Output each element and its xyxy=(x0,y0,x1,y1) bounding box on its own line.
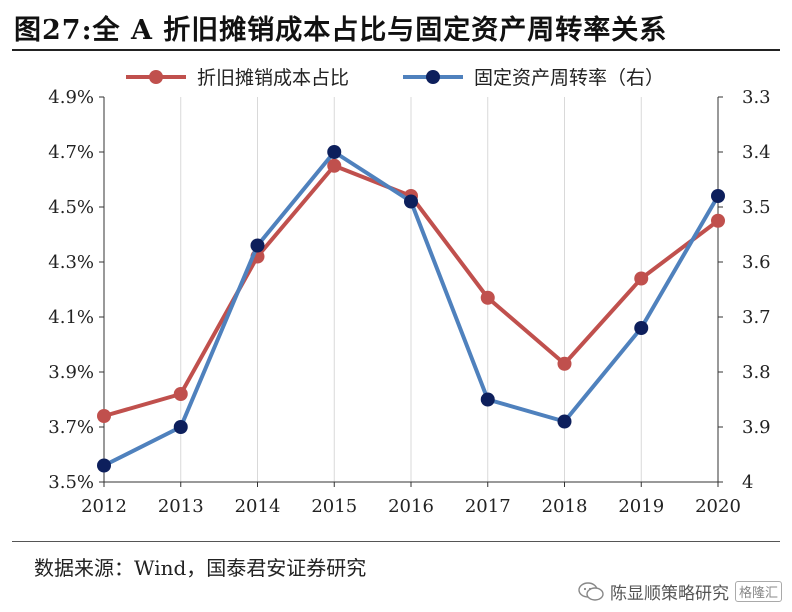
series-2-point xyxy=(250,238,265,253)
left-tick-label: 4.5% xyxy=(48,197,94,218)
series-layer xyxy=(97,145,725,473)
left-tick-label: 4.7% xyxy=(48,142,94,163)
right-tick-label: 3.7 xyxy=(742,307,771,328)
right-tick-label: 3.8 xyxy=(742,362,771,383)
x-tick-label: 2017 xyxy=(465,496,511,517)
series-1-point xyxy=(634,271,649,286)
series-1-point xyxy=(480,290,495,305)
series-2-point xyxy=(97,458,111,473)
x-tick-label: 2016 xyxy=(388,496,434,517)
right-tick-label: 3.6 xyxy=(742,252,771,273)
watermark-logo: 格隆汇 xyxy=(734,581,782,602)
watermark: 陈显顺策略研究 格隆汇 xyxy=(578,579,782,604)
left-tick-label: 4.1% xyxy=(48,307,94,328)
x-tick-label: 2018 xyxy=(542,496,588,517)
source-divider xyxy=(12,541,780,542)
right-tick-label: 3.3 xyxy=(742,87,771,108)
x-tick-label: 2013 xyxy=(158,496,204,517)
series-2-point xyxy=(634,321,649,335)
title-underline xyxy=(12,49,780,51)
legend-label-2: 固定资产周转率（右） xyxy=(474,67,664,89)
series-2-point xyxy=(327,145,342,159)
right-axis-ticks: 3.3 3.4 3.5 3.6 3.7 3.8 3.9 4 xyxy=(718,87,771,493)
series-1-point xyxy=(711,213,725,228)
legend: 折旧摊销成本占比 固定资产周转率（右） xyxy=(126,67,664,89)
series-2-point xyxy=(480,392,495,407)
right-tick-label: 4 xyxy=(742,472,753,493)
right-tick-label: 3.4 xyxy=(742,142,771,163)
left-tick-label: 4.3% xyxy=(48,252,94,273)
figure-title: 图27:全 A 折旧摊销成本占比与固定资产周转率关系 xyxy=(14,15,668,46)
left-tick-label: 3.5% xyxy=(48,472,94,493)
series-1-point xyxy=(557,356,572,371)
series-1-point xyxy=(173,387,188,401)
left-axis-ticks: 3.5% 3.7% 3.9% 4.1% 4.3% 4.5% 4.7% 4.9% xyxy=(48,87,104,493)
series-2-point xyxy=(557,414,572,429)
grid-lines xyxy=(180,97,642,482)
watermark-text: 陈显顺策略研究 xyxy=(609,584,729,604)
right-tick-label: 3.9 xyxy=(742,417,771,438)
legend-marker-1 xyxy=(149,70,163,84)
wechat-icon xyxy=(578,581,604,601)
left-tick-label: 4.9% xyxy=(48,87,94,108)
legend-label-1: 折旧摊销成本占比 xyxy=(197,67,349,89)
x-axis-ticks: 2012 2013 2014 2015 2016 2017 2018 2019 2020 xyxy=(81,482,741,517)
series-1-point xyxy=(327,158,342,173)
legend-marker-2 xyxy=(426,70,440,84)
series-2-point xyxy=(404,194,418,209)
x-tick-label: 2019 xyxy=(618,496,664,517)
x-tick-label: 2015 xyxy=(311,496,357,517)
x-tick-label: 2012 xyxy=(81,496,127,517)
source-note: 数据来源：Wind，国泰君安证券研究 xyxy=(34,556,367,580)
right-tick-label: 3.5 xyxy=(742,197,771,218)
series-2-point xyxy=(711,189,725,203)
series-1-point xyxy=(97,409,111,423)
series-2-point xyxy=(173,420,188,434)
left-tick-label: 3.9% xyxy=(48,362,94,383)
left-tick-label: 3.7% xyxy=(48,417,94,438)
x-tick-label: 2014 xyxy=(235,496,281,517)
x-tick-label: 2020 xyxy=(695,496,741,517)
